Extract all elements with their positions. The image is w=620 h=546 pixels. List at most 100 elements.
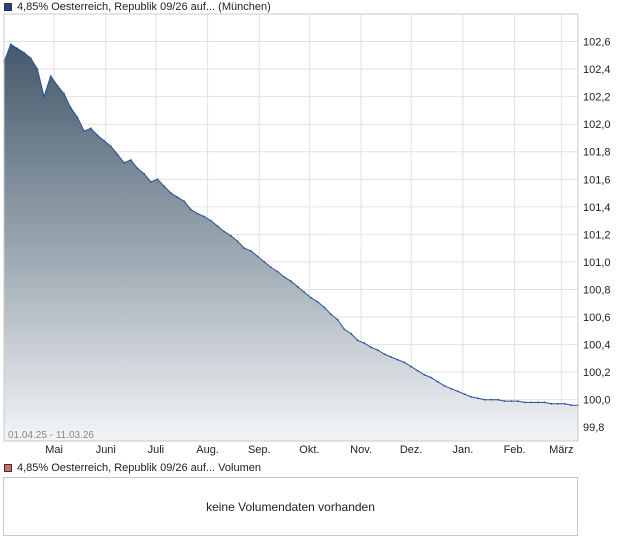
date-range-label: 01.04.25 - 11.03.26 [8,430,94,441]
price-chart[interactable]: CHECK 99,8 100,0 100,2 100,4 100,6 100,8 101,0… [0,0,620,460]
price-point [270,266,272,269]
price-point [76,116,79,119]
price-point [370,346,372,349]
price-legend-swatch [4,3,12,11]
price-point [96,134,99,137]
price-point [490,398,493,401]
y-tick-label: 101,6 [583,174,611,186]
volume-legend: 4,85% Oesterreich, Republik 09/26 auf...… [4,461,261,475]
y-tick-label: 101,0 [583,257,611,269]
y-tick-label: 100,2 [583,367,611,379]
price-point [463,393,466,396]
price-point [423,374,426,376]
price-point [129,159,132,161]
price-point [563,402,566,405]
price-point [83,130,85,133]
price-point [503,400,506,402]
price-point [363,342,366,345]
price-point [183,200,186,203]
price-point [517,400,519,402]
x-tick-label: Sep. [248,444,271,456]
x-axis: Mai Juni Juli Aug. Sep. Okt. Nov. Dez. Jan. Feb. M… [45,444,573,456]
price-point [190,208,192,211]
price-point [156,178,159,181]
price-point [89,127,92,130]
price-point [210,219,212,222]
x-tick-label: März [549,444,573,456]
price-point [49,75,52,77]
price-series [3,43,579,442]
price-point [103,139,105,142]
price-point [236,240,239,243]
x-tick-label: Mai [45,444,63,456]
price-point [250,250,252,252]
price-point [523,401,526,404]
price-point [477,397,479,400]
y-tick-label: 101,4 [583,202,611,214]
price-point [69,106,72,109]
price-point [376,349,379,351]
y-tick-label: 100,6 [583,312,611,324]
price-point [557,402,559,405]
price-point [116,153,119,156]
y-tick-label: 100,0 [583,395,611,407]
price-point [143,172,146,175]
price-point [450,387,453,390]
price-point [223,230,226,233]
price-point [283,276,286,278]
x-tick-label: Juni [96,444,116,456]
price-point [56,84,59,87]
x-tick-label: Nov. [350,444,372,456]
price-point [296,285,299,288]
price-point [303,291,306,294]
price-point [63,93,65,95]
price-point [263,261,266,263]
price-point [109,145,112,148]
x-tick-label: Juli [148,444,165,456]
price-point [343,328,346,331]
price-point [497,398,499,401]
price-point [383,353,386,356]
plot-frame [3,13,579,442]
price-point [430,376,433,379]
price-point [330,313,332,316]
price-point [196,212,199,215]
price-area [4,44,578,442]
x-tick-label: Okt. [299,444,319,456]
price-point [356,339,359,342]
price-point [123,161,125,164]
y-tick-label: 102,2 [583,92,611,104]
price-point [543,401,546,404]
price-point [570,404,573,407]
price-point [176,196,179,199]
price-point [310,296,312,299]
volume-legend-label: 4,85% Oesterreich, Republik 09/26 auf...… [17,462,261,474]
price-point [483,398,486,401]
price-point [316,301,319,303]
price-point [243,247,246,250]
price-point [256,255,259,258]
y-tick-label: 99,8 [583,422,604,434]
price-point [396,358,399,361]
price-point [323,306,326,309]
price-point [550,402,553,405]
watermark-swoosh [262,195,340,232]
volume-legend-swatch [4,464,12,472]
volume-empty-message: keine Volumendaten vorhanden [206,499,375,514]
y-tick-label: 100,8 [583,284,611,296]
volume-panel: keine Volumendaten vorhanden [3,477,578,536]
price-point [9,43,12,46]
watermark-text: CHECK [330,230,403,252]
price-point [16,47,19,50]
price-point [443,385,446,387]
price-point [149,181,152,183]
price-point [457,390,459,393]
y-tick-label: 100,4 [583,340,611,352]
price-point [537,401,539,404]
price-point [530,401,533,404]
price-point [510,400,513,402]
price-point [203,215,206,218]
y-tick-label: 102,0 [583,119,611,131]
price-point [350,332,352,335]
price-point [436,380,439,383]
